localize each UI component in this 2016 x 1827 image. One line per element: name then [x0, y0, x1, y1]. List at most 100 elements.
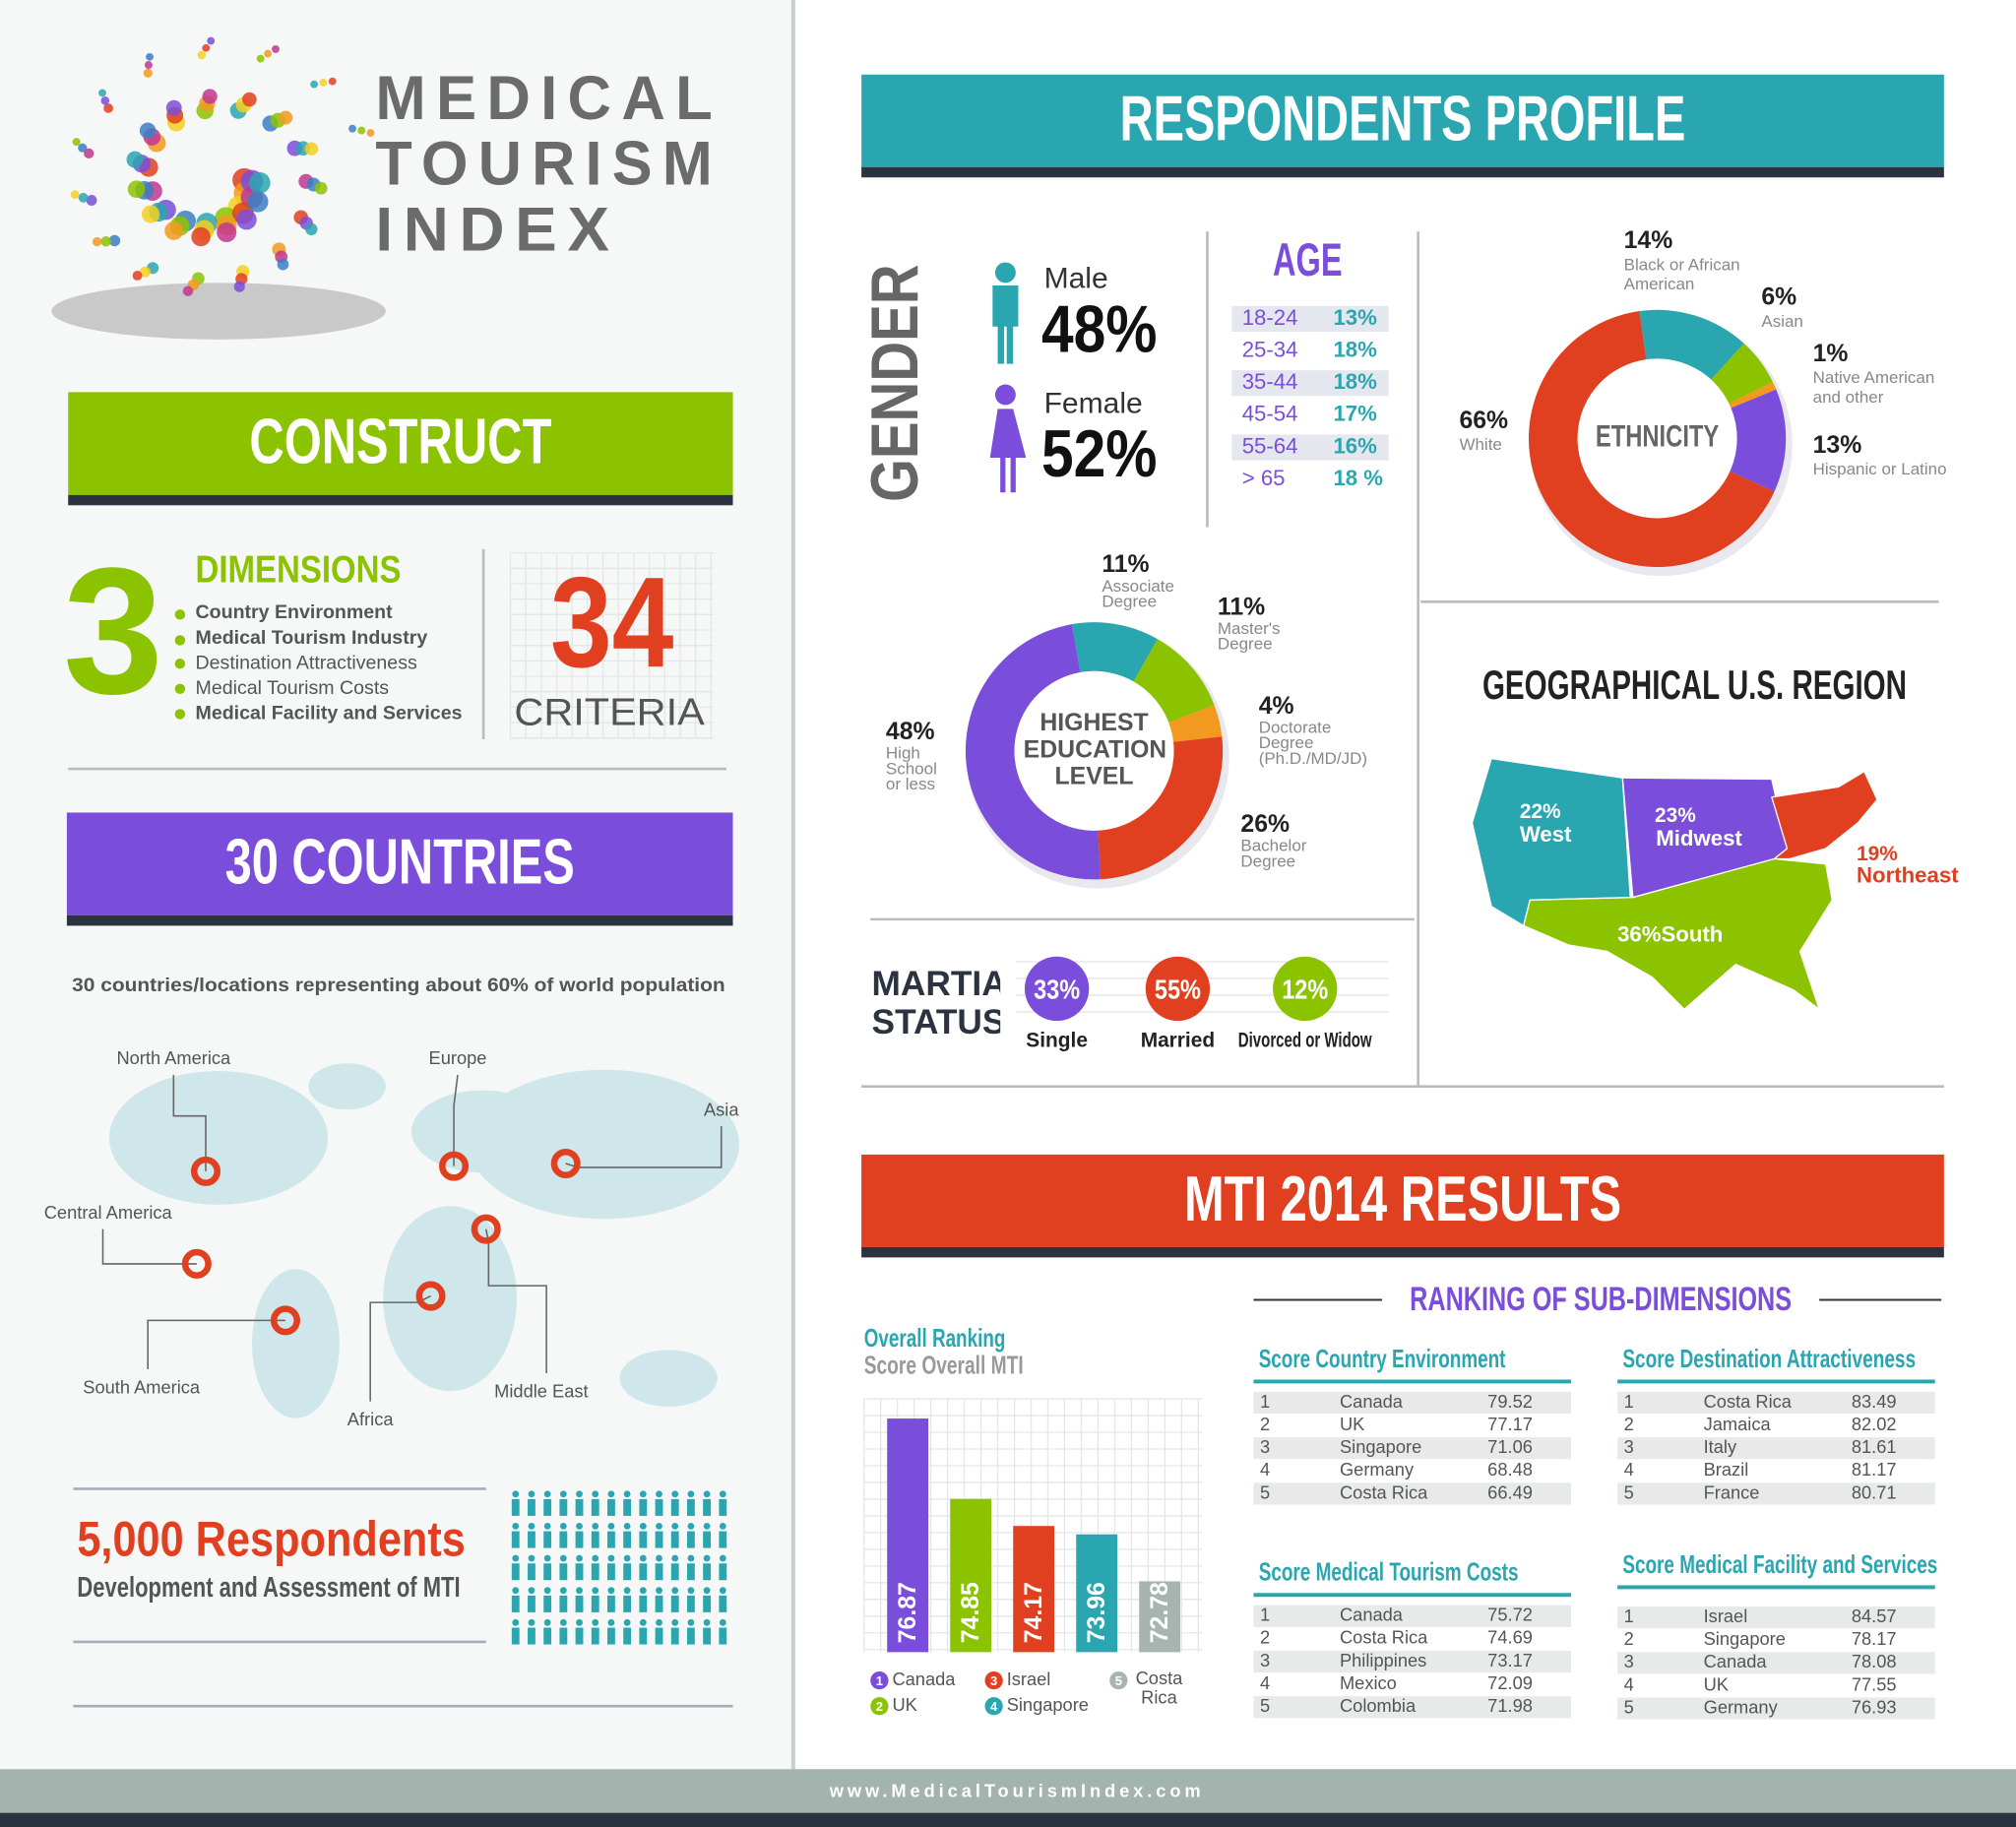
text: 76.93 — [1852, 1696, 1897, 1717]
row-band — [1617, 1482, 1935, 1505]
text: 16% — [1333, 433, 1377, 458]
category-label: Associate Degree — [1102, 578, 1174, 611]
text: 18% — [1333, 337, 1377, 361]
text: 1 — [1260, 1605, 1270, 1625]
text: Costa Rica — [1340, 1627, 1428, 1648]
bullet — [174, 658, 186, 669]
text: 2 — [1624, 1628, 1634, 1649]
person-icon — [543, 1554, 551, 1562]
row-band — [1253, 1650, 1572, 1673]
person-icon — [592, 1618, 599, 1626]
person-icon — [639, 1563, 648, 1581]
text: Destination Attractiveness — [196, 652, 417, 673]
marker — [181, 1248, 212, 1279]
person-icon — [623, 1595, 632, 1612]
person-icon — [686, 1563, 695, 1581]
text: 83.49 — [1852, 1391, 1897, 1412]
table-rule — [1253, 1593, 1572, 1598]
row-band — [1617, 1697, 1935, 1720]
person-icon — [655, 1498, 663, 1516]
person-icon — [655, 1595, 663, 1612]
text: Midwest — [1656, 826, 1742, 850]
logo-dot — [103, 103, 113, 113]
text: 4 — [1260, 1672, 1270, 1693]
text: Medical Tourism Industry — [196, 627, 428, 649]
category-label: Bachelor Degree — [1240, 838, 1307, 871]
female-icon — [989, 409, 1027, 493]
text: 75.72 — [1487, 1605, 1533, 1625]
logo-dot — [202, 89, 218, 104]
legend-swatch — [984, 1697, 1003, 1716]
marker — [439, 1151, 470, 1181]
person-icon — [559, 1554, 567, 1562]
person-icon — [511, 1563, 520, 1581]
text: 48% — [1041, 293, 1158, 367]
category-label: Native American and other — [1813, 368, 1935, 407]
person-icon — [686, 1627, 695, 1645]
text: 1% — [1813, 341, 1849, 367]
text: 34 — [550, 550, 673, 694]
person-icon — [543, 1627, 552, 1645]
status-badge — [1273, 956, 1338, 1022]
text: West — [1520, 822, 1572, 847]
text: 77.17 — [1487, 1414, 1533, 1434]
banner — [68, 392, 733, 495]
text: 84.57 — [1852, 1606, 1897, 1626]
person-icon — [512, 1490, 520, 1498]
us-region — [1770, 770, 1878, 860]
person-icon — [623, 1563, 632, 1581]
text: 23% — [1655, 804, 1696, 827]
category-label: High School or less — [885, 745, 937, 793]
person-icon — [623, 1627, 632, 1645]
text: Canada — [892, 1669, 956, 1689]
text: 78.08 — [1852, 1651, 1897, 1671]
text: 30 COUNTRIES — [225, 826, 575, 898]
text: UK — [892, 1694, 916, 1715]
person-icon — [528, 1627, 536, 1645]
row-band — [1231, 305, 1389, 332]
person-icon — [639, 1595, 648, 1612]
donut-segment — [1133, 639, 1215, 724]
person-icon — [639, 1587, 647, 1595]
logo-dot — [366, 129, 375, 137]
person-icon — [576, 1554, 583, 1562]
person-icon — [607, 1498, 615, 1516]
logo-dot — [86, 194, 97, 206]
category-label: Asian — [1761, 311, 1803, 331]
logo-dot — [197, 50, 207, 60]
person-icon — [543, 1522, 551, 1530]
leader — [369, 1294, 431, 1402]
text: Europe — [429, 1047, 487, 1068]
text: Singapore — [1704, 1628, 1786, 1649]
text: RESPONDENTS PROFILE — [1120, 83, 1686, 155]
person-icon — [639, 1498, 648, 1516]
person-icon — [576, 1490, 583, 1498]
person-icon — [528, 1618, 536, 1626]
text: Canada — [1340, 1605, 1404, 1625]
person-icon — [719, 1522, 726, 1530]
person-icon — [623, 1490, 631, 1498]
donut-segment — [1639, 309, 1744, 380]
text: 3 — [1624, 1651, 1634, 1671]
text: 73.17 — [1487, 1650, 1533, 1670]
text: Divorced or Widow — [1238, 1029, 1372, 1051]
person-icon — [671, 1618, 679, 1626]
text: 1 — [1260, 1391, 1270, 1412]
text: MEDICAL — [375, 64, 723, 133]
logo-dot — [182, 285, 194, 296]
category-label: Hispanic or Latino — [1812, 459, 1947, 478]
text: Score Medical Tourism Costs — [1259, 1557, 1519, 1587]
person-icon — [623, 1554, 631, 1562]
person-icon — [687, 1587, 695, 1595]
text: GEOGRAPHICAL U.S. REGION — [1482, 662, 1907, 708]
person-icon — [575, 1498, 584, 1516]
person-icon — [512, 1618, 520, 1626]
text: 3 — [1624, 1436, 1634, 1457]
text: 3 — [1260, 1650, 1270, 1670]
text: 74.69 — [1487, 1627, 1533, 1648]
text: 55% — [1155, 974, 1201, 1004]
text: AGE — [1273, 233, 1343, 285]
category-label: White — [1459, 434, 1502, 455]
person-icon — [639, 1522, 647, 1530]
person-icon — [559, 1595, 568, 1612]
